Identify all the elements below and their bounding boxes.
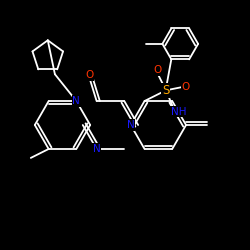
Text: O: O	[153, 65, 161, 75]
Text: S: S	[162, 84, 170, 97]
Text: NH: NH	[171, 107, 186, 117]
Text: N: N	[72, 96, 80, 106]
Text: N: N	[93, 144, 100, 154]
Text: N: N	[127, 120, 134, 130]
Text: O: O	[182, 82, 190, 92]
Text: O: O	[85, 70, 94, 80]
